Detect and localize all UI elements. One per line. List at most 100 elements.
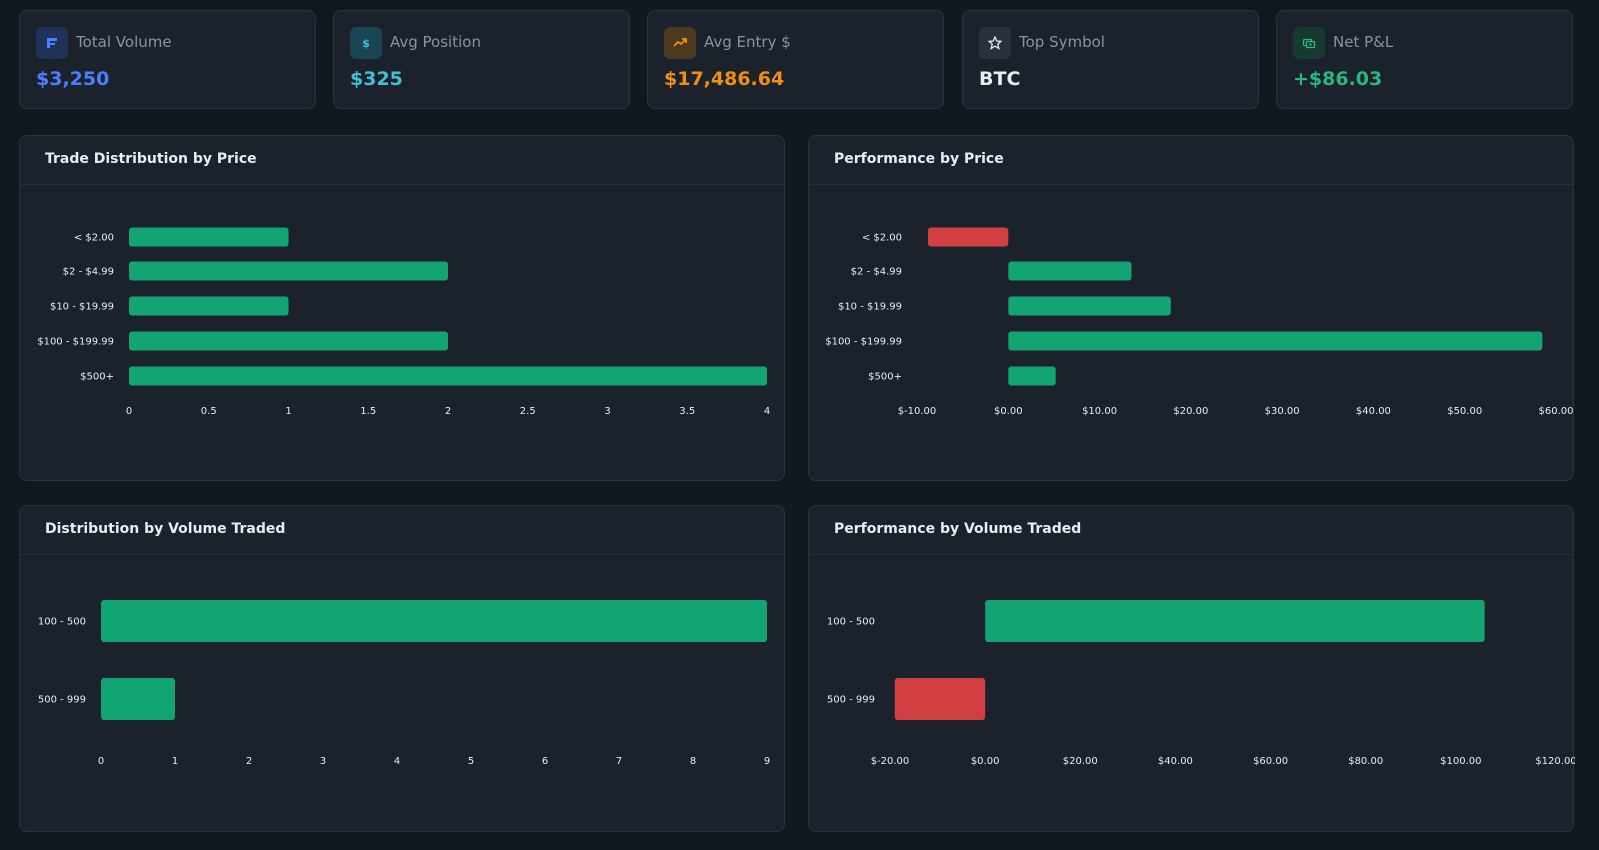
bar[interactable]	[927, 227, 1009, 247]
category-label: $2 - $4.99	[63, 267, 114, 278]
x-tick-label: $30.00	[1265, 406, 1300, 417]
bar-chart: 100 - 500 500 - 999 $-20.00 $0.00 $20.00 $40.…	[827, 600, 1575, 767]
chart-title: Performance by Volume Traded	[834, 521, 1082, 537]
x-tick-label: 1.5	[360, 406, 376, 417]
bar[interactable]	[129, 227, 289, 247]
bar-chart: < $2.00 $2 - $4.99 $10 - $19.99 $100 - $199…	[37, 227, 770, 417]
x-tick-label: 6	[542, 756, 548, 767]
flag-icon	[36, 27, 68, 59]
trend-up-icon	[664, 27, 696, 59]
x-tick-label: $0.00	[994, 406, 1023, 417]
bar[interactable]	[129, 331, 448, 351]
category-label: 500 - 999	[827, 695, 875, 706]
x-tick-label: 4	[764, 406, 770, 417]
category-label: < $2.00	[862, 233, 902, 244]
category-label: $500+	[80, 372, 114, 383]
category-label: 100 - 500	[827, 617, 875, 628]
stat-value: BTC	[979, 68, 1021, 90]
x-tick-label: 3.5	[679, 406, 695, 417]
star-icon	[979, 27, 1011, 59]
category-label: $10 - $19.99	[50, 302, 114, 313]
x-tick-label: 3	[604, 406, 610, 417]
panel-header	[809, 506, 1573, 555]
category-label: 100 - 500	[38, 617, 86, 628]
x-tick-label: 8	[690, 756, 696, 767]
bar[interactable]	[894, 678, 986, 720]
stat-label: Avg Entry $	[704, 33, 791, 51]
panel-header	[809, 136, 1573, 185]
x-tick-label: $-20.00	[871, 756, 910, 767]
x-tick-label: $80.00	[1348, 756, 1383, 767]
x-tick-label: 3	[320, 756, 326, 767]
x-tick-label: 2	[445, 406, 451, 417]
x-tick-label: $40.00	[1356, 406, 1391, 417]
x-tick-label: $60.00	[1539, 406, 1574, 417]
bar[interactable]	[985, 600, 1485, 642]
category-label: 500 - 999	[38, 695, 86, 706]
bar-chart: < $2.00 $2 - $4.99 $10 - $19.99 $100 - $199…	[825, 227, 1574, 417]
x-tick-label: $10.00	[1082, 406, 1117, 417]
x-tick-label: 4	[394, 756, 400, 767]
x-tick-label: 1	[285, 406, 291, 417]
stat-value: +$86.03	[1293, 68, 1383, 90]
stat-value: $3,250	[36, 68, 110, 90]
category-label: $100 - $199.99	[825, 337, 902, 348]
category-label: < $2.00	[74, 233, 114, 244]
x-tick-label: $50.00	[1447, 406, 1482, 417]
x-tick-label: $120.00	[1535, 756, 1575, 767]
chart-title: Distribution by Volume Traded	[45, 521, 286, 537]
category-label: $100 - $199.99	[37, 337, 114, 348]
x-tick-label: $40.00	[1158, 756, 1193, 767]
x-tick-label: $0.00	[971, 756, 1000, 767]
x-tick-label: $20.00	[1063, 756, 1098, 767]
stat-card-top-symbol: Top Symbol BTC	[962, 10, 1259, 109]
stat-card-avg-entry: Avg Entry $ $17,486.64	[647, 10, 944, 109]
x-tick-label: 0	[98, 756, 104, 767]
bar-chart: 100 - 500 500 - 999 0 1 2 3 4 5 6 7 8 9	[38, 600, 770, 767]
category-label: $2 - $4.99	[851, 267, 902, 278]
dollar-icon: $	[350, 27, 382, 59]
x-tick-label: 9	[764, 756, 770, 767]
stat-label: Net P&L	[1333, 33, 1394, 51]
x-tick-label: $20.00	[1173, 406, 1208, 417]
stat-label: Top Symbol	[1019, 33, 1105, 51]
stat-card-total-volume: Total Volume $3,250	[19, 10, 316, 109]
bar[interactable]	[101, 678, 175, 720]
chart-title: Trade Distribution by Price	[45, 151, 257, 167]
svg-text:$: $	[362, 37, 370, 50]
panel-header	[20, 136, 784, 185]
bar[interactable]	[129, 366, 767, 386]
chart-panel-trade-distribution-by-price: Trade Distribution by Price < $2.00 $2 - …	[19, 135, 785, 481]
x-tick-label: 1	[172, 756, 178, 767]
category-label: $500+	[868, 372, 902, 383]
stat-label: Total Volume	[76, 33, 172, 51]
stat-value: $325	[350, 68, 403, 90]
chart-panel-performance-by-price: Performance by Price < $2.00 $2 - $4.99 $1…	[808, 135, 1574, 481]
money-icon	[1293, 27, 1325, 59]
x-tick-label: $100.00	[1440, 756, 1481, 767]
x-tick-label: 0.5	[201, 406, 217, 417]
bar[interactable]	[101, 600, 767, 642]
stat-value: $17,486.64	[664, 68, 785, 90]
chart-panel-performance-by-volume-traded: Performance by Volume Traded 100 - 500 50…	[808, 505, 1575, 832]
x-tick-label: 7	[616, 756, 622, 767]
stat-card-avg-position: $ Avg Position $325	[333, 10, 630, 109]
stat-label: Avg Position	[390, 33, 481, 51]
bar[interactable]	[1008, 366, 1056, 386]
x-tick-label: 0	[126, 406, 132, 417]
bar[interactable]	[1008, 296, 1171, 316]
chart-title: Performance by Price	[834, 151, 1004, 167]
x-tick-label: 2.5	[520, 406, 536, 417]
chart-panel-distribution-by-volume-traded: Distribution by Volume Traded 100 - 500 5…	[19, 505, 785, 832]
x-tick-label: 5	[468, 756, 474, 767]
bar[interactable]	[129, 261, 448, 281]
bar[interactable]	[1008, 261, 1132, 281]
stat-card-net-pnl: Net P&L +$86.03	[1276, 10, 1573, 109]
x-tick-label: 2	[246, 756, 252, 767]
bar[interactable]	[1008, 331, 1543, 351]
x-tick-label: $60.00	[1253, 756, 1288, 767]
x-tick-label: $-10.00	[898, 406, 937, 417]
bar[interactable]	[129, 296, 289, 316]
category-label: $10 - $19.99	[838, 302, 902, 313]
panel-header	[20, 506, 784, 555]
